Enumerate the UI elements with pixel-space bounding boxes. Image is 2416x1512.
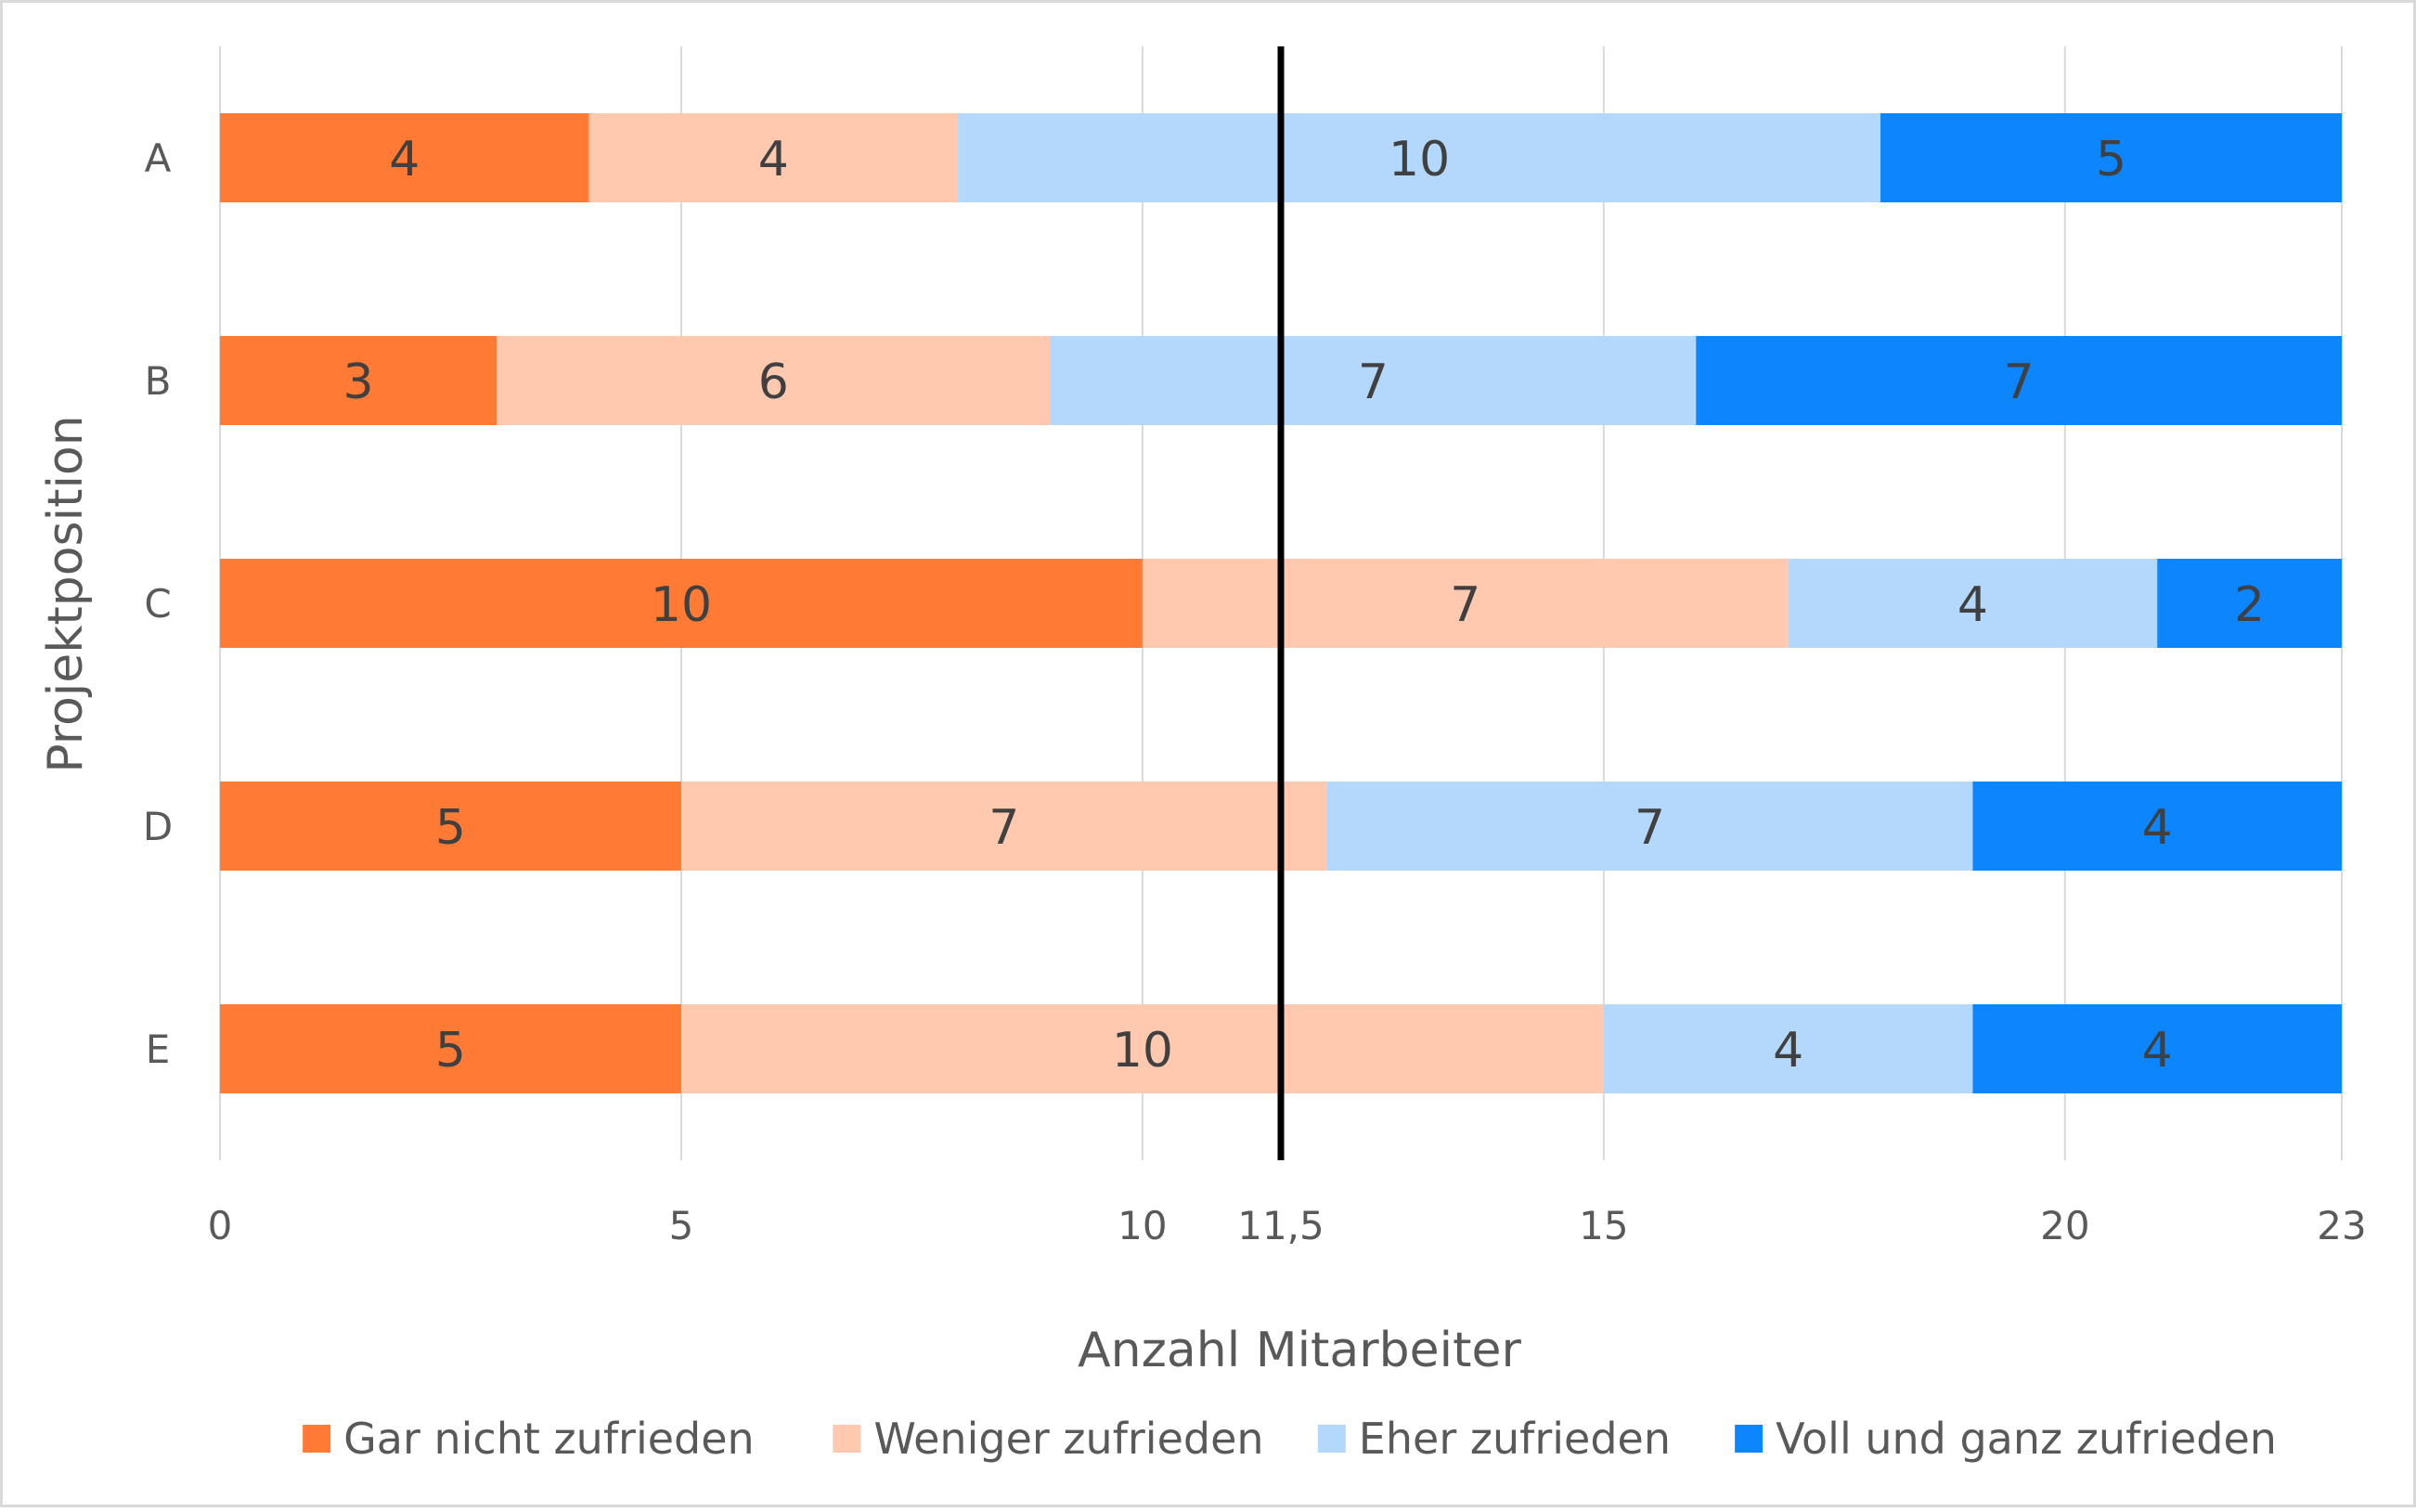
bar-A-series-3 bbox=[1880, 113, 2342, 202]
data-label-B-series-3: 7 bbox=[2004, 355, 2035, 410]
legend-swatch-3 bbox=[1735, 1425, 1764, 1453]
data-label-C-series-1: 7 bbox=[1450, 577, 1480, 633]
legend-swatch-2 bbox=[1317, 1425, 1346, 1453]
data-label-A-series-3: 5 bbox=[2096, 132, 2126, 187]
bar-E-series-0 bbox=[220, 1004, 681, 1093]
bar-A-series-1 bbox=[588, 113, 959, 202]
bar-D-series-3 bbox=[1972, 782, 2342, 871]
data-label-E-series-3: 4 bbox=[2142, 1023, 2173, 1079]
x-tick-label-0: 0 bbox=[208, 1203, 233, 1248]
y-tick-label-B: B bbox=[145, 358, 172, 404]
data-label-A-series-2: 10 bbox=[1389, 132, 1450, 187]
bar-C-series-2 bbox=[1788, 559, 2158, 648]
data-label-B-series-0: 3 bbox=[343, 355, 374, 410]
bar-E-series-1 bbox=[680, 1004, 1604, 1093]
data-label-E-series-2: 4 bbox=[1773, 1023, 1803, 1079]
bar-D-series-2 bbox=[1326, 782, 1973, 871]
data-label-B-series-2: 7 bbox=[1358, 355, 1389, 410]
x-tick-label-4: 15 bbox=[1579, 1203, 1628, 1248]
x-axis-ticks: 0 5 10 11,5 15 20 23 bbox=[208, 1203, 2367, 1248]
bar-D-series-1 bbox=[680, 782, 1327, 871]
y-axis-ticks: A B C D E bbox=[143, 136, 173, 1072]
bar-B-series-2 bbox=[1050, 336, 1697, 425]
data-label-C-series-0: 10 bbox=[651, 577, 712, 633]
bar-B-series-3 bbox=[1696, 336, 2342, 425]
bars: 4 4 10 5 3 6 7 7 10 7 4 2 5 7 7 4 5 10 4 4 bbox=[220, 113, 2342, 1093]
data-label-E-series-0: 5 bbox=[435, 1023, 466, 1079]
legend-swatch-0 bbox=[303, 1425, 331, 1453]
bar-B-series-1 bbox=[497, 336, 1051, 425]
y-tick-label-D: D bbox=[143, 804, 173, 849]
bar-A-series-0 bbox=[220, 113, 589, 202]
bar-C-series-1 bbox=[1142, 559, 1789, 648]
x-tick-label-6: 23 bbox=[2317, 1203, 2366, 1248]
y-tick-label-C: C bbox=[144, 581, 171, 627]
data-label-D-series-0: 5 bbox=[435, 800, 466, 856]
legend-label-0: Gar nicht zufrieden bbox=[343, 1414, 755, 1464]
bar-A-series-2 bbox=[958, 113, 1881, 202]
x-tick-label-1: 5 bbox=[669, 1203, 694, 1248]
legend-label-1: Weniger zufrieden bbox=[873, 1414, 1263, 1464]
data-label-A-series-0: 4 bbox=[389, 132, 420, 187]
data-label-E-series-1: 10 bbox=[1112, 1023, 1173, 1079]
bar-B-series-0 bbox=[220, 336, 497, 425]
bar-E-series-2 bbox=[1603, 1004, 1973, 1093]
bar-E-series-3 bbox=[1972, 1004, 2342, 1093]
bar-C-series-3 bbox=[2157, 559, 2342, 648]
legend-swatch-1 bbox=[833, 1425, 861, 1453]
data-label-C-series-3: 2 bbox=[2234, 577, 2265, 633]
data-label-D-series-3: 4 bbox=[2142, 800, 2173, 856]
x-axis-title: Anzahl Mitarbeiter bbox=[1078, 1323, 1521, 1378]
y-axis-title: Projektposition bbox=[38, 415, 94, 772]
data-label-A-series-1: 4 bbox=[758, 132, 789, 187]
data-label-D-series-2: 7 bbox=[1634, 800, 1665, 856]
x-tick-label-3: 11,5 bbox=[1237, 1203, 1324, 1248]
bar-C-series-0 bbox=[220, 559, 1143, 648]
x-tick-label-5: 20 bbox=[2040, 1203, 2089, 1248]
y-tick-label-E: E bbox=[146, 1027, 171, 1072]
data-label-B-series-1: 6 bbox=[758, 355, 789, 410]
data-label-D-series-1: 7 bbox=[988, 800, 1019, 856]
legend-label-3: Voll und ganz zufrieden bbox=[1776, 1414, 2277, 1464]
x-tick-label-2: 10 bbox=[1118, 1203, 1167, 1248]
legend-label-2: Eher zufrieden bbox=[1359, 1414, 1671, 1464]
y-tick-label-A: A bbox=[145, 136, 172, 181]
legend: Gar nicht zufrieden Weniger zufrieden Eher… bbox=[303, 1414, 2277, 1464]
bar-D-series-0 bbox=[220, 782, 681, 871]
data-label-C-series-2: 4 bbox=[1957, 577, 1988, 633]
